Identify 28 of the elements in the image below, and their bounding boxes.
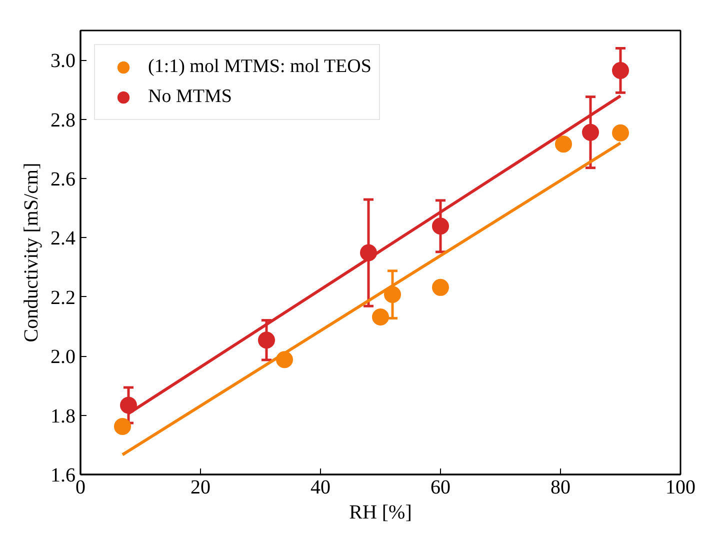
point [612, 124, 629, 142]
x-tick-label: 80 [550, 476, 570, 498]
x-tick-label: 100 [666, 476, 696, 498]
x-tick-label: 20 [190, 476, 210, 498]
y-tick-label: 2.6 [50, 168, 76, 190]
y-tick-label: 2.2 [50, 286, 76, 309]
y-axis-title: Conductivity [mS/cm] [20, 162, 42, 342]
x-tick-label: 0 [76, 476, 86, 498]
point [432, 278, 449, 296]
y-tick-label: 2.4 [50, 228, 76, 250]
point [258, 332, 275, 349]
point [384, 286, 401, 304]
x-tick-label: 40 [310, 476, 330, 498]
x-tick-label: 60 [430, 476, 450, 498]
y-tick-label: 2.8 [50, 109, 76, 132]
point [612, 62, 629, 79]
point [555, 136, 572, 153]
y-tick-label: 2.0 [50, 346, 76, 368]
point [114, 418, 131, 436]
y-tick-label: 1.8 [50, 405, 76, 428]
point [432, 218, 449, 235]
y-tick-label: 3.0 [50, 50, 76, 72]
point [372, 308, 389, 326]
y-tick-label: 1.6 [50, 464, 76, 486]
x-axis-title: RH [%] [349, 502, 412, 524]
point [582, 124, 599, 141]
legend-label: No MTMS [148, 86, 232, 108]
legend-label: (1:1) mol MTMS: mol TEOS [148, 56, 372, 78]
